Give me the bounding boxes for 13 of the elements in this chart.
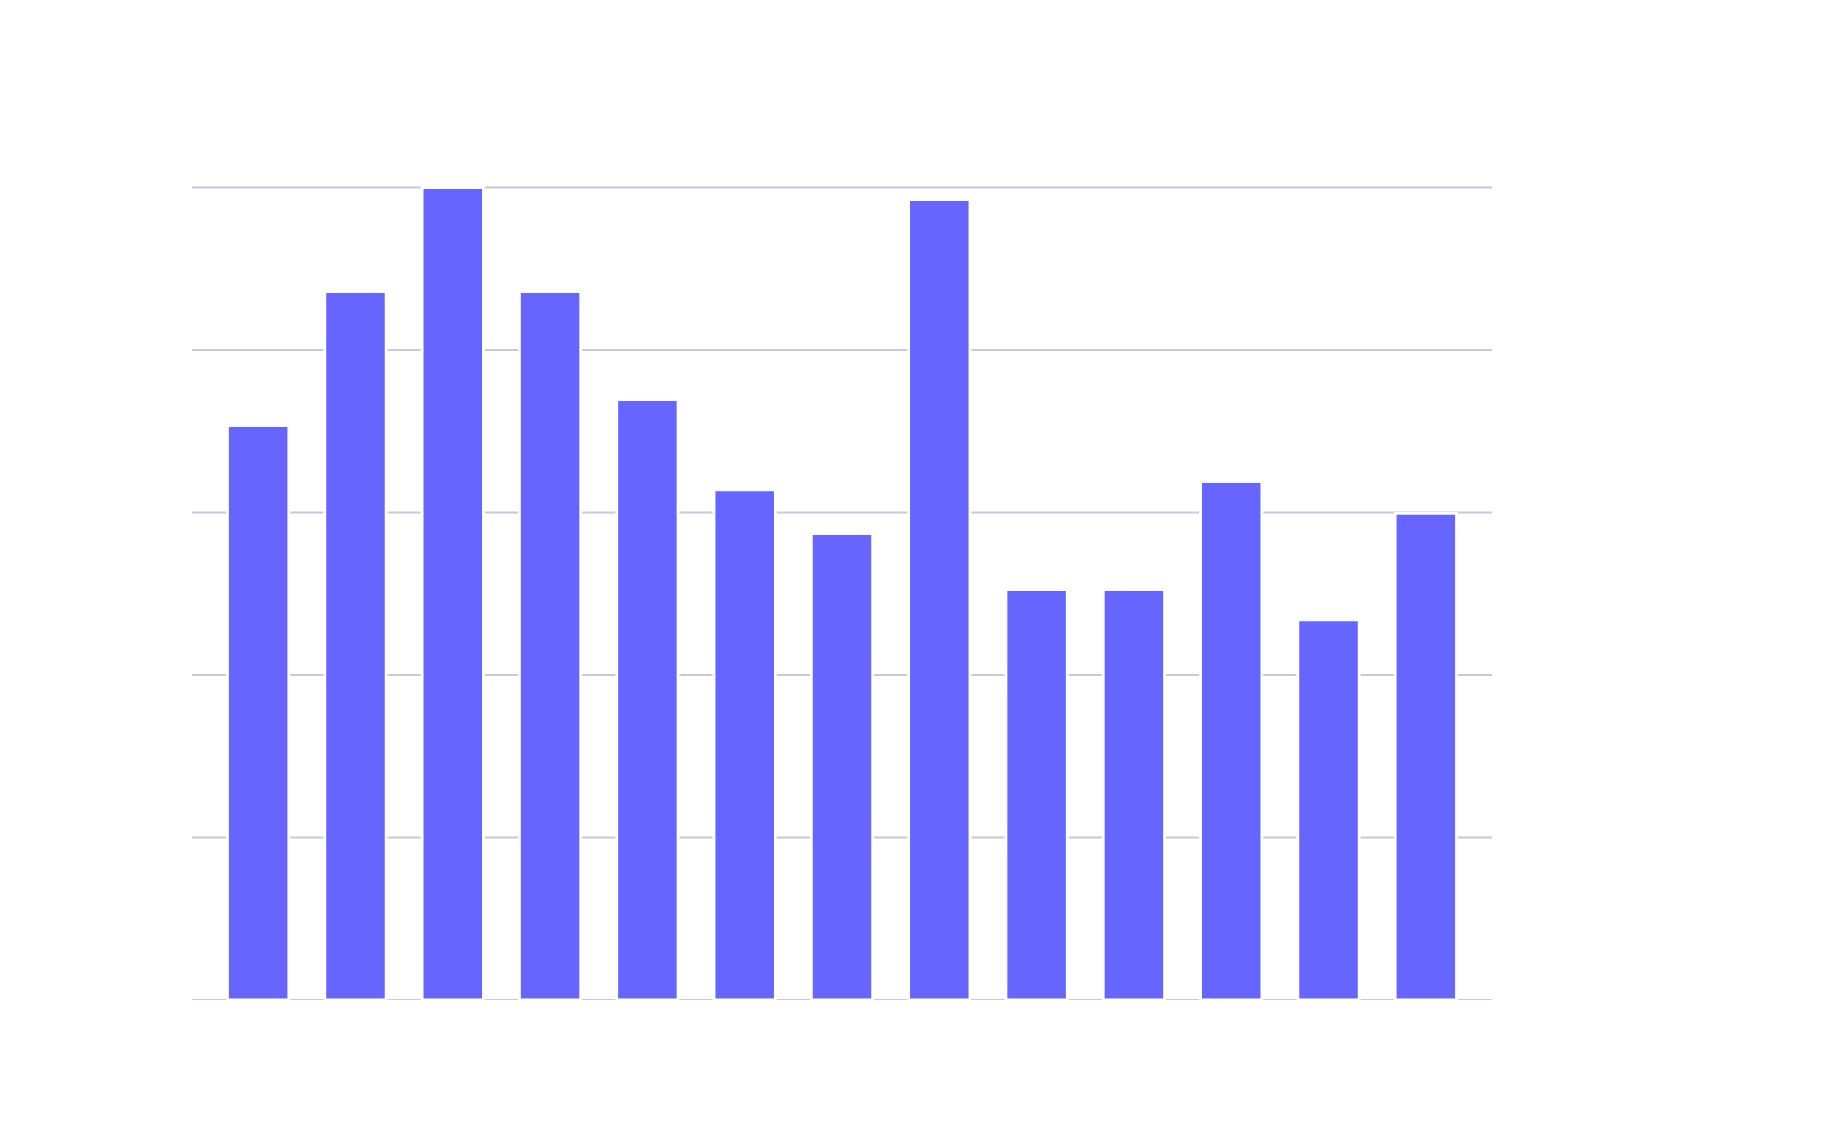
- bar: [1199, 480, 1264, 1000]
- bar: [226, 424, 291, 1000]
- bar: [907, 198, 972, 1000]
- bar: [1393, 511, 1458, 1000]
- bar: [809, 532, 875, 1000]
- bar: [1004, 588, 1069, 1000]
- bar: [712, 488, 777, 1000]
- bar: [518, 290, 583, 1000]
- bar: [1101, 588, 1166, 1000]
- bar: [1296, 618, 1361, 1000]
- bar: [420, 186, 485, 1000]
- bar: [323, 290, 388, 1000]
- bar: [615, 398, 680, 1000]
